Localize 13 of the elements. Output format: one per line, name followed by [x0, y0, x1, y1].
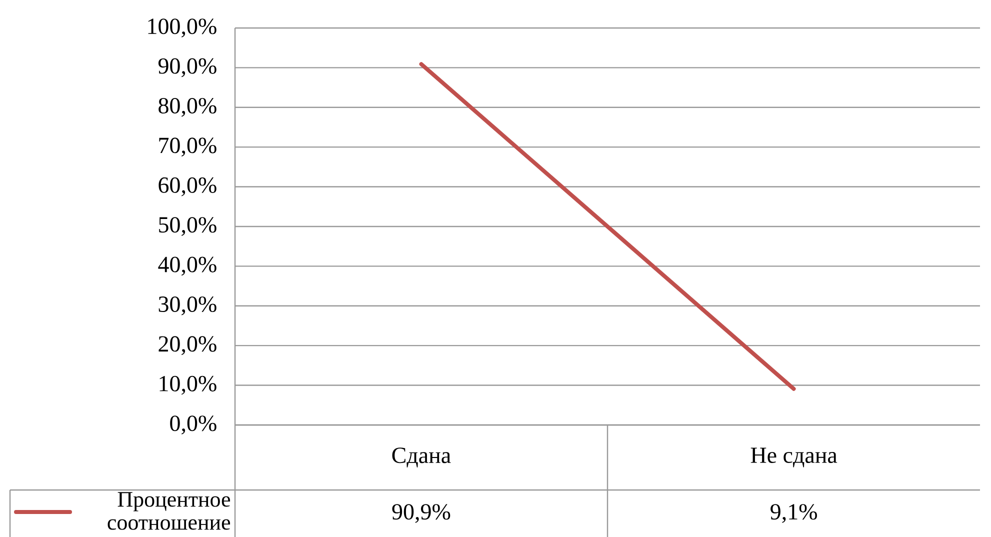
y-tick-label: 20,0% — [158, 336, 216, 355]
y-tick-label: 100,0% — [148, 18, 216, 38]
y-tick-label: 40,0% — [158, 256, 216, 276]
y-tick-label: 0,0% — [170, 416, 216, 434]
x-tick-label: Сдана — [392, 448, 451, 468]
y-tick-label: 10,0% — [160, 376, 216, 395]
y-tick-label: 80,0% — [158, 98, 216, 117]
y-tick-label: 90,0% — [158, 58, 216, 78]
x-tick-label: Не сдана — [750, 448, 838, 468]
y-tick-label: 70,0% — [159, 138, 216, 156]
y-tick-label: 60,0% — [158, 177, 216, 196]
y-tick-label: 50,0% — [159, 217, 216, 236]
y-tick-label: 30,0% — [158, 296, 216, 316]
